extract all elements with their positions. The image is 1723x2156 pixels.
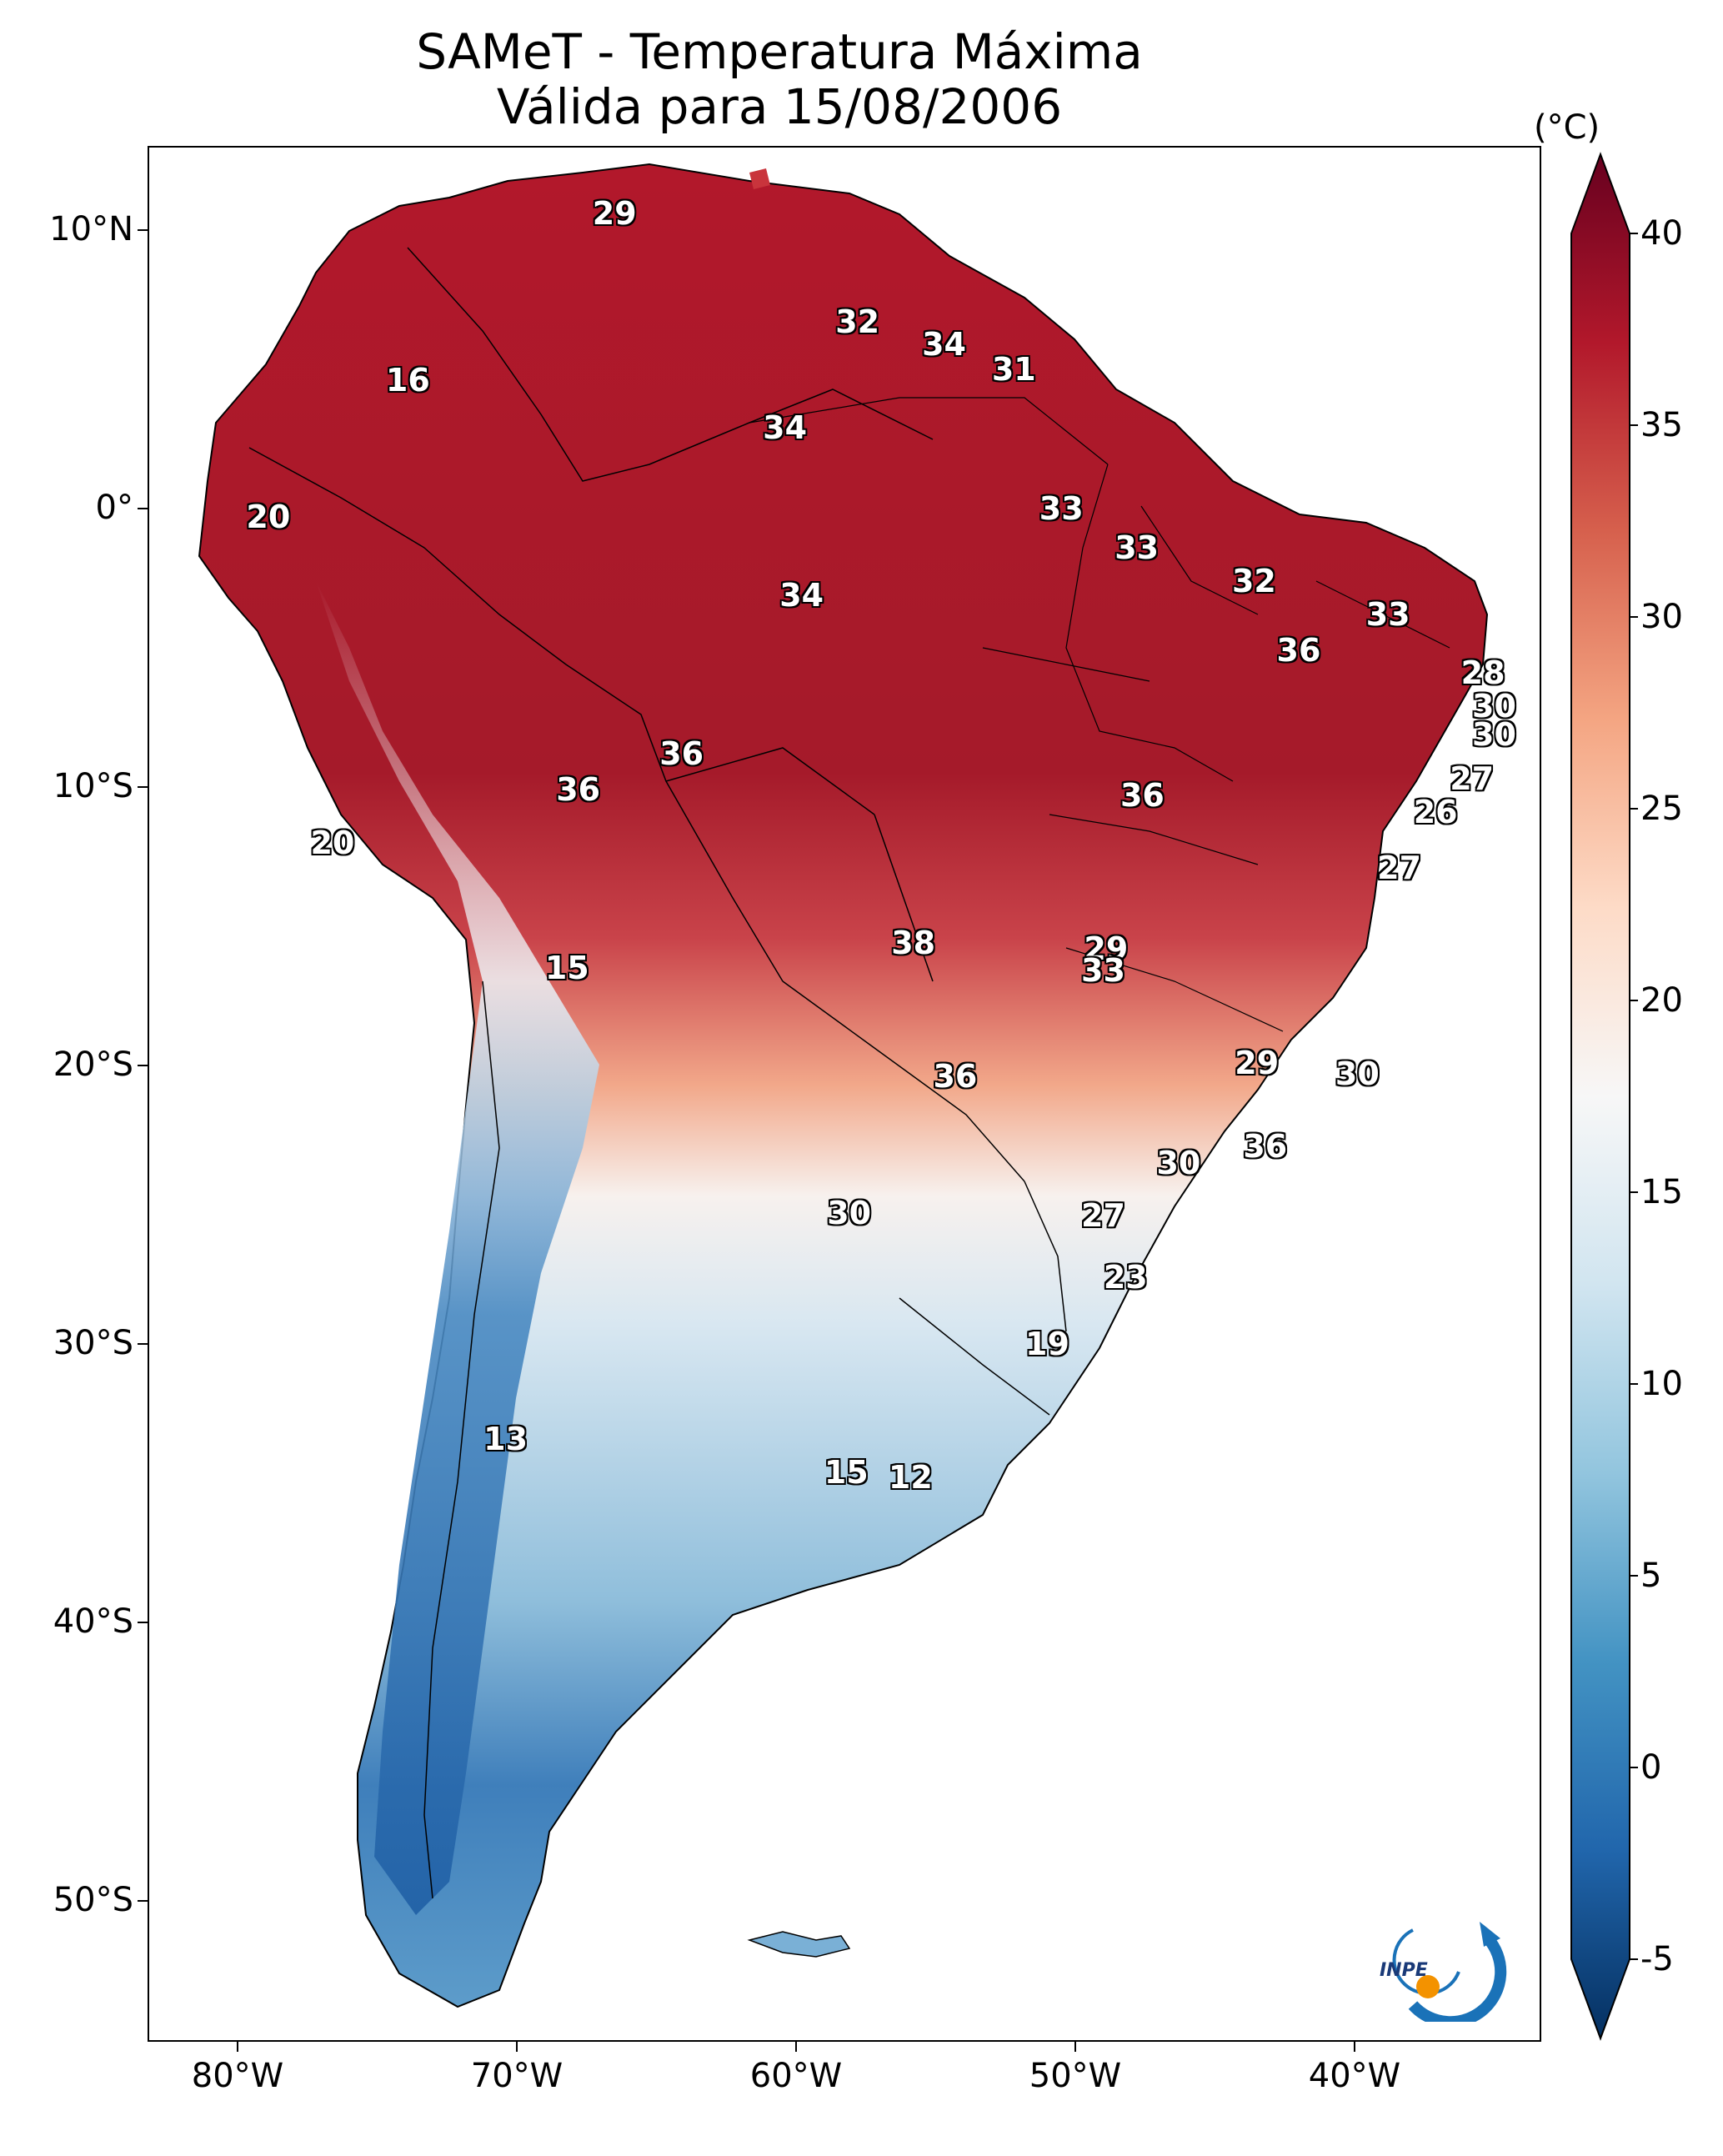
lon-label-70w: 70°W [470,2057,563,2095]
station-value-label: 20 [310,824,355,861]
country-borders [248,247,1067,1899]
caribbean-coast-island [749,168,770,189]
lat-label-20s: 20°S [53,1045,133,1084]
lat-label-10n: 10°N [49,210,133,248]
lat-tick [138,1065,148,1066]
temperature-map [198,163,1489,2008]
station-value-label: 34 [779,576,824,614]
station-value-label: 31 [991,351,1036,388]
colorbar-tick [1630,1191,1638,1193]
lat-tick [138,1343,148,1345]
colorbar-tick [1630,424,1638,426]
colorbar-tick-label: 15 [1640,1173,1683,1211]
station-value-label: 34 [922,325,966,363]
lon-label-40w: 40°W [1308,2057,1401,2095]
station-value-label: 34 [763,409,808,447]
lat-tick [138,229,148,231]
station-value-label: 15 [544,950,589,987]
colorbar-tick-label: 5 [1640,1557,1662,1595]
station-value-label: 30 [1156,1144,1201,1181]
lon-label-80w: 80°W [191,2057,284,2095]
colorbar-tick [1630,616,1638,618]
station-value-label: 30 [1472,688,1516,725]
station-value-label: 33 [1039,490,1084,527]
station-value-label: 29 [1235,1044,1280,1081]
colorbar-tick-label: 0 [1640,1748,1662,1787]
colorbar [1570,152,1630,2041]
colorbar-tick-label: -5 [1640,1940,1674,1978]
lat-label-0: 0° [95,489,133,527]
station-value-label: 30 [1472,715,1516,753]
lon-tick [1354,2042,1355,2052]
lon-tick [237,2042,238,2052]
lat-label-50s: 50°S [53,1881,133,1919]
map-title: SAMeT - Temperatura Máxima [416,23,1143,80]
station-value-label: 28 [1460,654,1505,692]
station-value-label: 36 [1243,1127,1288,1165]
svg-text:INPE: INPE [1380,1960,1428,1981]
map-subtitle: Válida para 15/08/2006 [496,78,1063,135]
station-value-label: 33 [1114,529,1160,566]
south-america-land [198,163,1489,2008]
station-value-label: 27 [1450,760,1495,797]
inpe-logo: INPE [1380,1922,1507,2022]
station-value-label: 15 [824,1453,869,1491]
colorbar-tick-label: 40 [1640,214,1683,253]
station-value-label: 19 [1025,1326,1069,1362]
colorbar-tick-label: 35 [1640,406,1683,444]
colorbar-tick [1630,233,1638,234]
lat-label-30s: 30°S [53,1324,133,1362]
station-value-label: 38 [891,925,936,962]
lat-tick [138,1900,148,1902]
lon-label-50w: 50°W [1029,2057,1122,2095]
lat-tick [138,786,148,788]
andes-cold-band [316,581,599,1915]
brazil-state-borders [749,397,1450,1032]
map-frame [148,146,1541,2042]
lon-tick [1074,2042,1076,2052]
colorbar-tick-label: 30 [1640,598,1683,636]
lat-label-10s: 10°S [53,767,133,805]
colorbar-tick [1630,1000,1638,1001]
station-value-label: 16 [385,362,430,399]
station-value-label: 32 [835,303,880,341]
station-value-label: 29 [592,194,637,232]
station-value-label: 30 [1335,1055,1380,1093]
lat-label-40s: 40°S [53,1602,133,1641]
colorbar-tick [1630,1958,1638,1960]
station-value-label: 33 [1081,952,1125,990]
station-value-label: 27 [1377,849,1422,886]
station-value-label: 26 [1413,794,1458,831]
lon-label-60w: 60°W [749,2057,843,2095]
colorbar-tick [1630,1383,1638,1385]
colorbar-tick [1630,808,1638,810]
colorbar-tick-label: 25 [1640,790,1683,828]
colorbar-tick-label: 10 [1640,1365,1683,1403]
station-value-label: 23 [1103,1258,1148,1296]
station-value-label: 32 [1231,562,1276,599]
colorbar-body [1570,152,1630,2041]
colorbar-tick-label: 20 [1640,981,1683,1020]
station-value-label: 30 [827,1195,872,1232]
station-value-label: 27 [1081,1197,1125,1235]
colorbar-tick [1630,1767,1638,1768]
lat-tick [138,1622,148,1623]
station-value-label: 36 [1276,632,1321,669]
station-value-label: 13 [483,1420,528,1457]
station-value-label: 36 [1119,777,1165,815]
colorbar-tick [1630,1575,1638,1577]
station-value-label: 36 [556,771,601,809]
colorbar-unit: (°C) [1534,108,1600,147]
lon-tick [795,2042,797,2052]
station-value-label: 12 [888,1459,933,1497]
lon-tick [516,2042,518,2052]
falkland-islands [747,1931,851,1958]
station-value-label: 20 [246,499,291,536]
lat-tick [138,508,148,509]
station-value-label: 33 [1365,595,1410,633]
station-value-label: 36 [659,735,704,772]
station-value-label: 29 [1084,930,1129,967]
station-value-label: 36 [933,1058,978,1096]
